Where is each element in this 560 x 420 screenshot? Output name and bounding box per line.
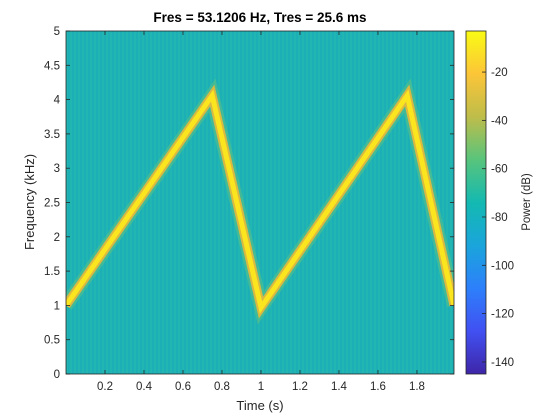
plot-area [65, 30, 455, 375]
colorbar-label: Power (dB) [521, 173, 533, 231]
x-tick-label: 0.2 [97, 381, 113, 393]
x-axis: 0.2 0.4 0.6 0.8 1 1.2 1.4 1.6 1.8 [97, 31, 425, 393]
y-tick-label: 2 [54, 232, 60, 244]
x-tick-label: 1 [258, 381, 264, 393]
x-tick-label: 1.4 [331, 381, 348, 393]
y-tick-label: 3.5 [44, 129, 60, 141]
y-tick-label: 4.5 [44, 60, 60, 72]
colorbar-tick-label: -100 [491, 260, 514, 272]
y-tick-label: 4 [54, 95, 61, 107]
y-axis-label: Frequency (kHz) [22, 154, 37, 250]
y-tick-label: 1 [54, 300, 60, 312]
y-tick-label: 1.5 [44, 266, 60, 278]
colorbar-tick-label: -80 [491, 212, 508, 224]
colorbar-tick-label: -40 [491, 115, 508, 127]
y-tick-label: 2.5 [44, 198, 60, 210]
colorbar-tick-label: -140 [491, 357, 514, 369]
x-axis-label: Time (s) [236, 398, 283, 413]
colorbar-tick-label: -120 [491, 309, 514, 321]
y-axis: 0 0.5 1 1.5 2 2.5 3 3.5 4 4.5 5 [44, 26, 454, 381]
frequency-ridge [66, 78, 454, 325]
x-tick-label: 1.6 [370, 381, 386, 393]
colorbar-gradient [466, 31, 486, 374]
colorbar-tick-label: -20 [491, 67, 508, 79]
colorbar: -20 -40 -60 -80 -100 -120 -140 Power (dB) [465, 30, 533, 375]
colorbar-frame [465, 30, 487, 375]
x-tick-label: 1.8 [409, 381, 425, 393]
y-tick-label: 0.5 [44, 335, 60, 347]
background-texture [66, 31, 454, 374]
y-tick-label: 0 [54, 369, 60, 381]
colorbar-tick-label: -60 [491, 164, 508, 176]
x-tick-label: 0.6 [175, 381, 191, 393]
x-tick-label: 0.8 [214, 381, 230, 393]
x-tick-label: 1.2 [292, 381, 308, 393]
chart-title: Fres = 53.1206 Hz, Tres = 25.6 ms [153, 10, 366, 25]
ridge-core-0 [66, 89, 454, 314]
y-tick-label: 3 [54, 163, 60, 175]
colorbar-ticks: -20 -40 -60 -80 -100 -120 -140 [482, 67, 514, 369]
y-tick-label: 5 [54, 26, 60, 38]
x-tick-label: 0.4 [136, 381, 153, 393]
